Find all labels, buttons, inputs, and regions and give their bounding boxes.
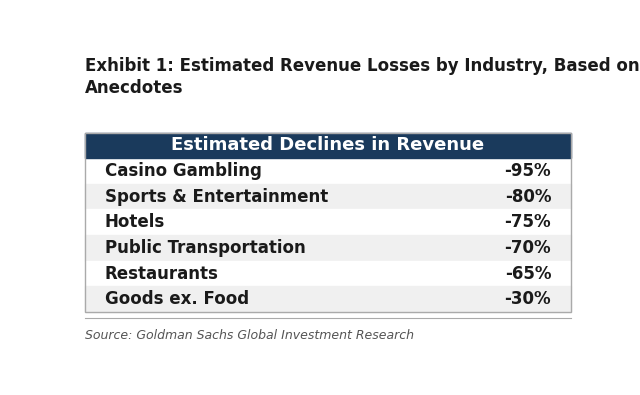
Text: -80%: -80% (505, 188, 551, 206)
Bar (85, 286, 571, 312)
Text: Public Transportation: Public Transportation (105, 239, 305, 257)
Text: -30%: -30% (504, 290, 551, 308)
Text: -70%: -70% (504, 239, 551, 257)
Text: Source: Goldman Sachs Global Investment Research: Source: Goldman Sachs Global Investment … (85, 329, 414, 342)
Text: Casino Gambling: Casino Gambling (105, 162, 262, 180)
Text: -65%: -65% (505, 265, 551, 282)
Bar (85, 133, 571, 158)
Text: Sports & Entertainment: Sports & Entertainment (105, 188, 328, 206)
Text: -95%: -95% (504, 162, 551, 180)
Bar (85, 261, 571, 286)
Bar (85, 158, 571, 184)
Bar (85, 209, 571, 235)
Text: Exhibit 1: Estimated Revenue Losses by Industry, Based on News
Anecdotes: Exhibit 1: Estimated Revenue Losses by I… (85, 56, 640, 97)
Bar (85, 184, 571, 209)
Text: -75%: -75% (504, 213, 551, 231)
Text: Goods ex. Food: Goods ex. Food (105, 290, 249, 308)
Text: Estimated Declines in Revenue: Estimated Declines in Revenue (172, 136, 484, 154)
Text: Hotels: Hotels (105, 213, 165, 231)
Bar (85, 235, 571, 261)
Bar (85, 133, 571, 312)
Text: Restaurants: Restaurants (105, 265, 219, 282)
